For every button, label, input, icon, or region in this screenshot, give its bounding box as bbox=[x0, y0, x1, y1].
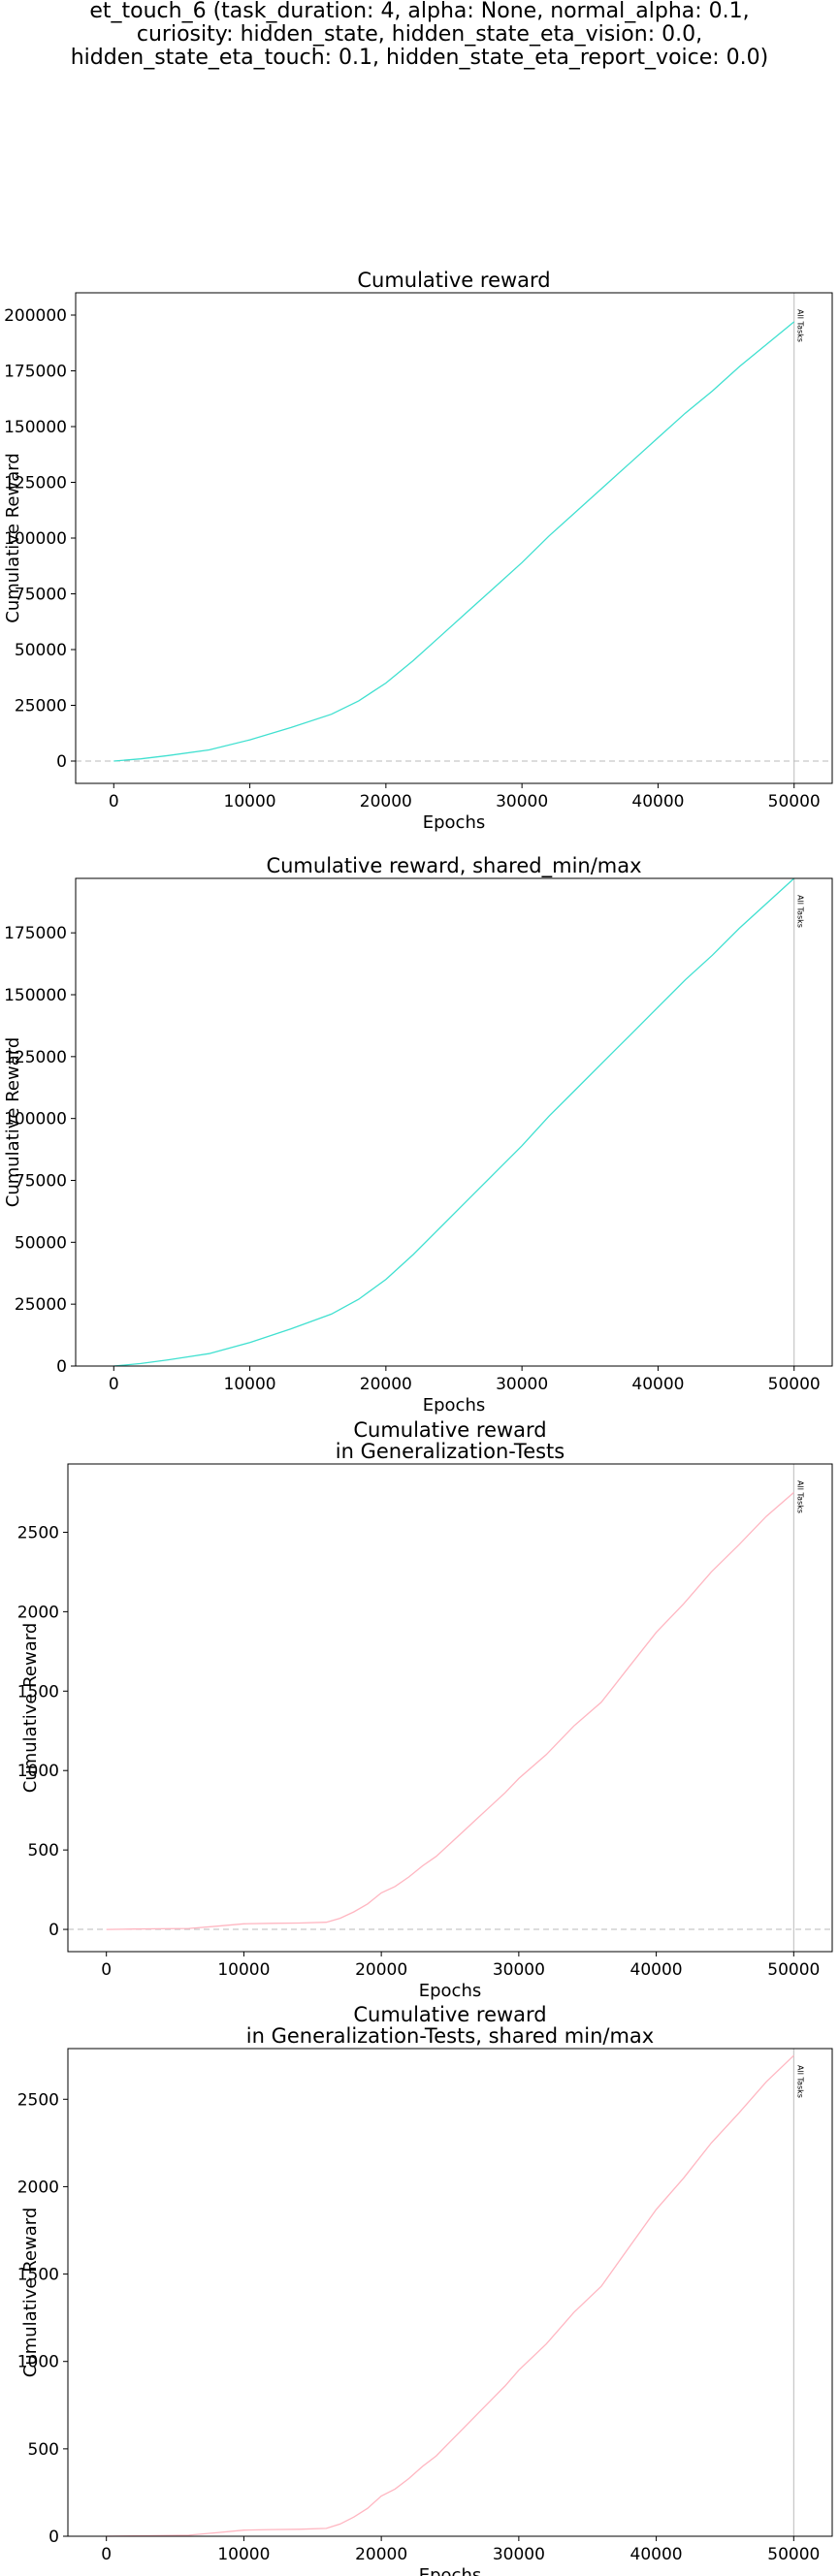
plot-frame bbox=[75, 877, 833, 1367]
y-tick-label: 100000 bbox=[4, 1110, 67, 1129]
series-line-1 bbox=[113, 877, 795, 1367]
y-tick-label: 1000 bbox=[17, 2353, 59, 2372]
series-line-1 bbox=[113, 321, 795, 762]
y-tick-label: 500 bbox=[28, 2440, 59, 2460]
y-tick-label: 200000 bbox=[4, 306, 67, 326]
y-tick-label: 0 bbox=[48, 1921, 59, 1940]
figure-title: et_touch_6 (task_duration: 4, alpha: Non… bbox=[0, 0, 839, 70]
y-axis-label: Cumulative Reward bbox=[3, 1037, 23, 1208]
y-tick-label: 2500 bbox=[17, 2090, 59, 2110]
y-tick-label: 125000 bbox=[4, 474, 67, 493]
all-tasks-label: All Tasks bbox=[795, 1480, 804, 1513]
x-axis-label: Epochs bbox=[423, 812, 486, 833]
x-tick-label: 50000 bbox=[768, 1375, 821, 1394]
chart-title: in Generalization-Tests bbox=[336, 1440, 565, 1463]
x-tick-label: 50000 bbox=[767, 1960, 820, 1980]
x-tick-label: 40000 bbox=[630, 2545, 683, 2564]
x-tick-label: 30000 bbox=[493, 2545, 545, 2564]
x-tick-label: 10000 bbox=[224, 1375, 276, 1394]
chart-title: Cumulative reward bbox=[353, 1418, 546, 1442]
y-tick-label: 2500 bbox=[17, 1523, 59, 1542]
x-tick-label: 50000 bbox=[767, 2545, 820, 2564]
x-tick-label: 40000 bbox=[631, 1375, 684, 1394]
y-tick-label: 25000 bbox=[15, 697, 67, 716]
y-tick-label: 50000 bbox=[15, 641, 67, 660]
figure-title-line-2: curiosity: hidden_state, hidden_state_et… bbox=[136, 22, 703, 47]
y-tick-label: 150000 bbox=[4, 418, 67, 437]
chart-title: Cumulative reward, shared_min/max bbox=[266, 854, 641, 878]
y-axis-label: Cumulative Reward bbox=[20, 2208, 41, 2378]
series-line-1 bbox=[106, 2054, 794, 2537]
chart-title: Cumulative reward bbox=[357, 269, 550, 292]
y-tick-label: 0 bbox=[56, 1357, 67, 1377]
x-axis-label: Epochs bbox=[419, 2565, 482, 2576]
y-tick-label: 100000 bbox=[4, 529, 67, 549]
x-tick-label: 40000 bbox=[630, 1960, 683, 1980]
x-axis-label: Epochs bbox=[419, 1981, 482, 2001]
x-tick-label: 40000 bbox=[631, 792, 684, 811]
all-tasks-label: All Tasks bbox=[796, 895, 805, 928]
x-tick-label: 30000 bbox=[496, 1375, 548, 1394]
chart-1: Cumulative reward 0 10000 20000 30000 40000 50… bbox=[3, 269, 833, 833]
plot-frame bbox=[67, 1463, 833, 1953]
chart-2: Cumulative reward, shared_min/max 0 10000 2… bbox=[3, 854, 833, 1415]
x-tick-label: 0 bbox=[101, 2545, 112, 2564]
x-tick-label: 10000 bbox=[217, 2545, 270, 2564]
all-tasks-label: All Tasks bbox=[795, 2065, 804, 2098]
x-tick-label: 30000 bbox=[493, 1960, 545, 1980]
y-tick-label: 75000 bbox=[15, 1172, 67, 1192]
x-tick-label: 10000 bbox=[224, 792, 276, 811]
y-tick-label: 2000 bbox=[17, 2178, 59, 2197]
x-tick-label: 20000 bbox=[360, 792, 412, 811]
x-tick-label: 10000 bbox=[217, 1960, 270, 1980]
x-tick-label: 50000 bbox=[768, 792, 821, 811]
x-tick-label: 20000 bbox=[355, 1960, 407, 1980]
x-tick-label: 20000 bbox=[355, 2545, 407, 2564]
x-axis-label: Epochs bbox=[423, 1395, 486, 1415]
y-tick-label: 0 bbox=[56, 752, 67, 772]
figure-title-line-1: et_touch_6 (task_duration: 4, alpha: Non… bbox=[89, 0, 750, 23]
y-tick-label: 25000 bbox=[15, 1295, 67, 1315]
y-tick-label: 2000 bbox=[17, 1603, 59, 1622]
y-axis-label: Cumulative Reward bbox=[3, 453, 23, 623]
series-line-1 bbox=[106, 1492, 794, 1930]
chart-title: in Generalization-Tests, shared min/max bbox=[246, 2024, 654, 2048]
y-tick-label: 150000 bbox=[4, 986, 67, 1005]
y-tick-label: 175000 bbox=[4, 363, 67, 382]
y-tick-label: 50000 bbox=[15, 1233, 67, 1253]
x-tick-label: 30000 bbox=[496, 792, 548, 811]
chart-title: Cumulative reward bbox=[353, 2003, 546, 2026]
x-tick-label: 0 bbox=[101, 1960, 112, 1980]
y-tick-label: 0 bbox=[48, 2528, 59, 2547]
x-tick-label: 0 bbox=[109, 792, 119, 811]
y-tick-label: 1500 bbox=[17, 2266, 59, 2285]
y-tick-label: 1000 bbox=[17, 1762, 59, 1781]
y-tick-label: 175000 bbox=[4, 924, 67, 943]
y-tick-label: 125000 bbox=[4, 1048, 67, 1067]
plot-frame bbox=[67, 2048, 833, 2537]
y-axis-label: Cumulative Reward bbox=[20, 1623, 41, 1794]
x-tick-label: 20000 bbox=[360, 1375, 412, 1394]
plot-frame bbox=[75, 292, 833, 784]
y-tick-label: 75000 bbox=[15, 586, 67, 605]
y-tick-label: 1500 bbox=[17, 1682, 59, 1701]
x-tick-label: 0 bbox=[109, 1375, 119, 1394]
y-tick-label: 500 bbox=[28, 1841, 59, 1860]
all-tasks-label: All Tasks bbox=[796, 309, 805, 342]
figure-title-line-3: hidden_state_eta_touch: 0.1, hidden_stat… bbox=[70, 46, 769, 70]
